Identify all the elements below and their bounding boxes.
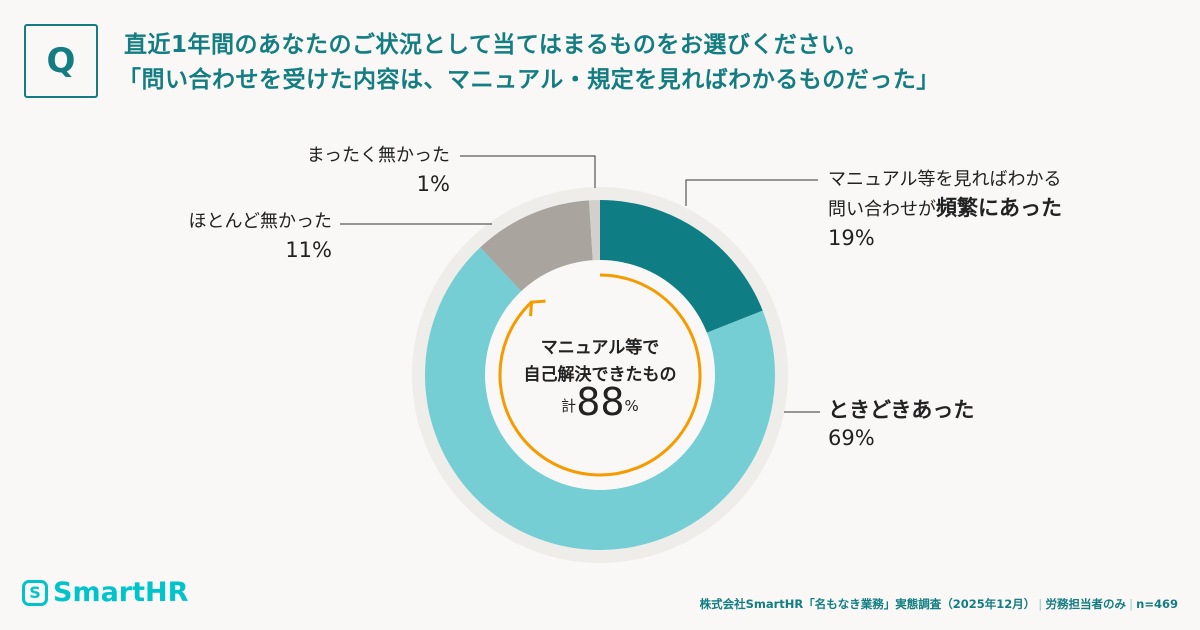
label-never: まったく無かった 1% xyxy=(290,142,450,198)
source-text: 株式会社SmartHR「名もなき業務」実態調査（2025年12月） xyxy=(699,597,1036,611)
label-text: マニュアル等を見ればわかる xyxy=(828,169,1062,190)
center-value: 88 xyxy=(576,380,625,424)
leader-frequent xyxy=(685,179,818,206)
arrow-arc xyxy=(498,273,702,477)
label-text: まったく無かった xyxy=(306,145,450,166)
center-line-2: 自己解決できたもの xyxy=(523,365,677,385)
label-text: 問い合わせが xyxy=(828,199,936,220)
label-text: ほとんど無かった xyxy=(188,211,332,232)
label-rarely: ほとんど無かった 11% xyxy=(174,208,332,264)
label-pct: 69% xyxy=(828,426,875,450)
question-title: 直近1年間のあなたのご状況として当てはまるものをお選びください。 「問い合わせを… xyxy=(118,28,940,98)
title-line-2: 「問い合わせを受けた内容は、マニュアル・規定を見ればわかるものだった」 xyxy=(118,67,940,93)
label-pct: 19% xyxy=(828,226,875,250)
source-note: 株式会社SmartHR「名もなき業務」実態調査（2025年12月） | 労務担当者の… xyxy=(699,597,1178,611)
label-sometimes: ときどきあった 69% xyxy=(828,396,974,452)
sample-size: n=469 xyxy=(1136,597,1178,611)
logo-mark-icon: S xyxy=(22,579,48,606)
leader-never xyxy=(460,155,596,188)
label-frequent: マニュアル等を見ればわかる 問い合わせが頻繁にあった 19% xyxy=(828,166,1062,252)
title-line-1: 直近1年間のあなたのご状況として当てはまるものをお選びください。 xyxy=(124,32,868,58)
smarthr-logo: S SmartHR xyxy=(22,577,188,608)
logo-text: SmartHR xyxy=(53,577,189,608)
label-pct: 11% xyxy=(285,238,332,262)
scope-text: 労務担当者のみ xyxy=(1045,597,1126,611)
center-unit: % xyxy=(624,397,639,415)
donut-hole xyxy=(485,260,715,490)
center-line-1: マニュアル等で xyxy=(540,338,660,358)
label-text: ときどきあった xyxy=(828,398,975,422)
arrowhead xyxy=(529,299,546,317)
center-prefix: 計 xyxy=(561,397,577,415)
label-emphasis: 頻繁にあった xyxy=(936,196,1062,220)
label-pct: 1% xyxy=(416,172,450,196)
center-annotation: マニュアル等で 自己解決できたもの 計88% xyxy=(500,335,700,421)
q-label: Q xyxy=(46,41,76,81)
question-badge: Q xyxy=(24,24,98,98)
